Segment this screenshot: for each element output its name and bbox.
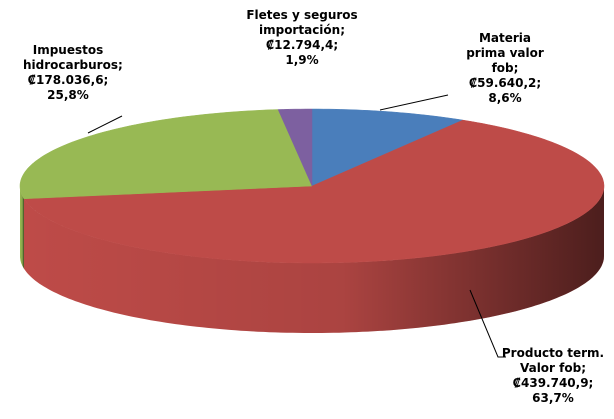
category: Impuestos hidrocarburos; [23,43,123,72]
slice-label: Materia prima valor fob; ₡59.640,2; 8,6% [455,31,555,106]
category: Fletes y seguros importación; [246,8,358,37]
percent-label: 8,6% [488,91,522,105]
slice-side-shade [24,186,604,333]
slice [19,109,313,200]
value-label: ₡439.740,9; [512,376,594,390]
slice-label: Impuestos hidrocarburos; ₡178.036,6; 25,… [8,43,128,103]
slice [23,119,605,264]
slice-label: Fletes y seguros importación; ₡12.794,4;… [227,8,377,68]
value-label: ₡178.036,6; [27,73,109,87]
category: Producto term. Valor fob; [501,346,605,375]
slice [311,108,464,187]
percent-label: 63,7% [532,391,574,405]
leader-line [469,289,506,358]
value-label: ₡59.640,2; [468,76,542,90]
percent-label: 25,8% [47,88,89,102]
category: Materia prima valor fob; [466,31,544,75]
value-label: ₡12.794,4; [265,38,339,52]
slice-label: Producto term. Valor fob; ₡439.740,9; 63… [498,346,608,406]
slice [277,108,313,187]
leader-line [87,115,123,134]
slice-side-shade [20,186,24,269]
percent-label: 1,9% [285,53,319,67]
leader-line [379,94,449,111]
